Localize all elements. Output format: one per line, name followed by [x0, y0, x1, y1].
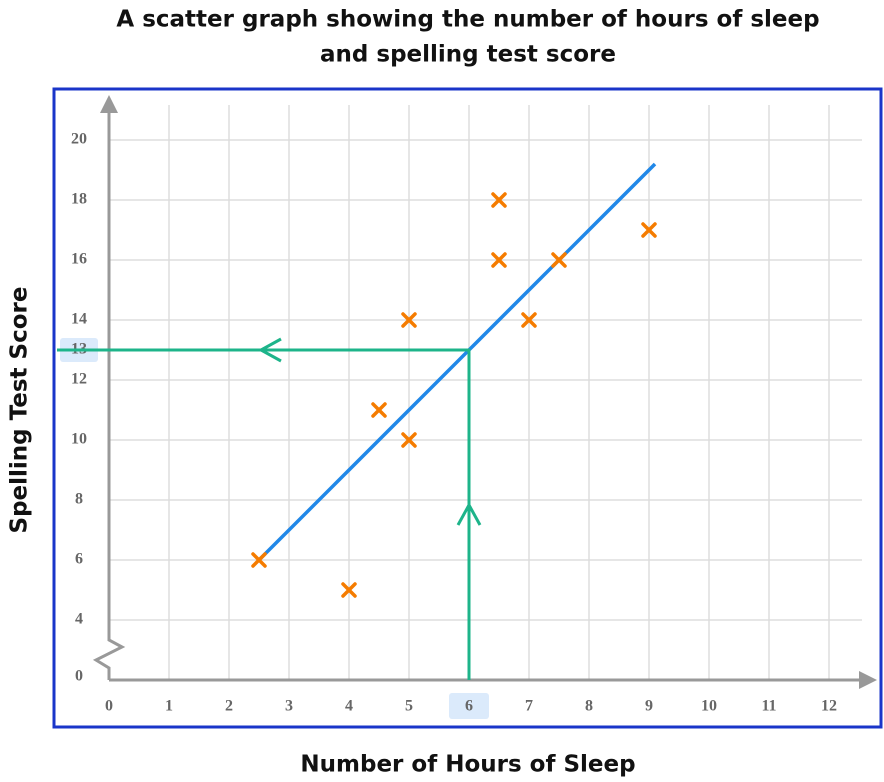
y-tick-label: 14	[71, 311, 87, 328]
y-tick-label: 18	[71, 191, 87, 208]
x-tick-label: 4	[345, 698, 353, 715]
point	[401, 312, 417, 328]
y-axis-title: Spelling Test Score	[7, 287, 33, 534]
y-tick-label: 0	[75, 668, 83, 685]
x-tick-label: 7	[525, 698, 533, 715]
point	[371, 402, 387, 418]
y-tick-label: 4	[75, 611, 83, 628]
y-tick-label: 20	[71, 131, 87, 148]
x-tick-label: 6	[465, 698, 473, 715]
x-tick-label: 12	[821, 698, 837, 715]
point	[521, 312, 537, 328]
y-tick-label: 16	[71, 251, 87, 268]
x-tick-label: 1	[165, 698, 173, 715]
chart-title-line: A scatter graph showing the number of ho…	[116, 7, 819, 33]
y-tick-label: 10	[71, 431, 87, 448]
x-axis-arrow	[859, 671, 877, 689]
reading-line	[57, 348, 471, 680]
point	[641, 222, 657, 238]
chart-title-line: and spelling test score	[320, 42, 616, 68]
x-tick-label: 0	[105, 698, 113, 715]
x-tick-label: 2	[225, 698, 233, 715]
y-axis	[92, 101, 126, 680]
plot-frame	[52, 87, 883, 729]
x-tick-label: 10	[701, 698, 717, 715]
x-axis-title: Number of Hours of Sleep	[300, 752, 635, 778]
x-tick-label: 8	[585, 698, 593, 715]
reading-arrow	[257, 337, 282, 363]
point	[491, 192, 507, 208]
point	[401, 432, 417, 448]
highlight	[449, 693, 489, 719]
point	[251, 552, 267, 568]
y-tick-label: 6	[75, 551, 83, 568]
point	[551, 252, 567, 268]
point	[491, 252, 507, 268]
y-tick-label: 8	[75, 491, 83, 508]
reading-arrow	[456, 501, 482, 526]
y-axis-arrow	[100, 95, 118, 113]
x-tick-label: 11	[761, 698, 776, 715]
x-tick-label: 5	[405, 698, 413, 715]
x-tick-label: 9	[645, 698, 653, 715]
x-tick-label: 3	[285, 698, 293, 715]
y-tick-label: 12	[71, 371, 87, 388]
point	[341, 582, 357, 598]
best-fit-line	[257, 162, 657, 562]
